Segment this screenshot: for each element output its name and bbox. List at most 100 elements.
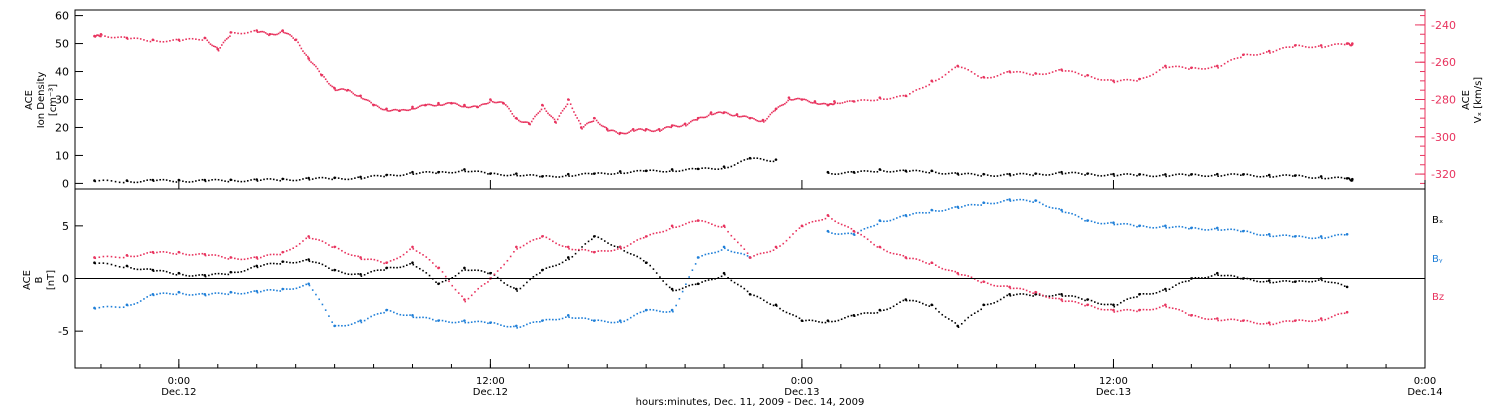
vx-marker bbox=[819, 103, 822, 105]
density-marker-point bbox=[748, 156, 752, 160]
bx-marker-point bbox=[930, 303, 934, 307]
vx-marker bbox=[1178, 65, 1180, 68]
x-tick-day-label: Dec.12 bbox=[473, 387, 508, 398]
density-marker-point bbox=[281, 177, 284, 181]
bz-marker bbox=[730, 234, 733, 237]
vx-marker bbox=[814, 102, 817, 104]
bz-marker bbox=[603, 250, 606, 252]
by-marker bbox=[493, 322, 496, 324]
bx-marker bbox=[967, 316, 970, 319]
vx-marker bbox=[422, 104, 424, 106]
vx-marker bbox=[1321, 46, 1323, 49]
vx-marker bbox=[524, 121, 527, 123]
vx-marker bbox=[1253, 54, 1255, 56]
bz-marker bbox=[762, 252, 765, 254]
bx-marker-point bbox=[385, 266, 388, 270]
bx-marker bbox=[341, 271, 343, 274]
bz-marker bbox=[422, 254, 424, 256]
density-marker bbox=[1349, 178, 1351, 181]
by-marker bbox=[996, 202, 999, 204]
bx-marker bbox=[448, 278, 450, 281]
density-marker bbox=[1171, 174, 1174, 177]
vx-marker bbox=[547, 112, 549, 115]
vx-marker bbox=[714, 112, 716, 115]
vx-marker bbox=[1068, 70, 1070, 72]
bz-marker bbox=[130, 255, 132, 258]
bz-marker bbox=[1071, 300, 1073, 303]
by-marker bbox=[1207, 229, 1210, 231]
vx-marker-point bbox=[1241, 53, 1245, 57]
bz-marker bbox=[1132, 309, 1135, 312]
vx-marker bbox=[756, 119, 759, 122]
bx-marker bbox=[805, 319, 807, 322]
by-marker bbox=[659, 310, 661, 313]
bz-marker bbox=[487, 281, 489, 283]
by-marker bbox=[389, 310, 392, 312]
vx-marker bbox=[100, 35, 102, 38]
vx-marker bbox=[582, 126, 585, 128]
bz-marker bbox=[1236, 319, 1239, 321]
density-marker bbox=[539, 175, 541, 178]
by-marker bbox=[195, 293, 197, 296]
vx-marker bbox=[1217, 67, 1219, 69]
density-marker-point bbox=[644, 169, 648, 173]
vx-marker bbox=[198, 38, 200, 41]
by-marker bbox=[1334, 234, 1336, 237]
by-marker bbox=[555, 318, 557, 321]
vx-marker bbox=[918, 87, 921, 90]
vx-marker bbox=[717, 111, 720, 114]
density-marker bbox=[883, 170, 885, 172]
bz-marker bbox=[1233, 318, 1236, 321]
vx-marker bbox=[649, 129, 651, 132]
by-marker-point bbox=[1060, 208, 1063, 212]
vx-marker-point bbox=[541, 103, 544, 107]
vx-marker bbox=[784, 102, 786, 105]
density-marker bbox=[603, 172, 606, 175]
by-marker-point bbox=[618, 319, 622, 322]
by-marker bbox=[516, 327, 518, 329]
density-marker bbox=[1272, 176, 1275, 178]
bx-marker bbox=[636, 255, 639, 258]
bx-marker bbox=[331, 269, 333, 272]
bz-marker bbox=[685, 222, 687, 225]
bx-marker bbox=[357, 273, 359, 275]
density-marker bbox=[977, 174, 979, 177]
by-marker bbox=[363, 319, 366, 322]
by-marker bbox=[1217, 229, 1219, 231]
bx-marker bbox=[659, 276, 661, 278]
vx-marker bbox=[944, 73, 947, 76]
bx-marker-point bbox=[333, 268, 336, 272]
vx-marker bbox=[607, 130, 609, 132]
by-marker bbox=[691, 269, 694, 272]
vx-marker-point bbox=[904, 94, 908, 98]
density-marker bbox=[1301, 175, 1304, 177]
bottom-left-tick-label: 5 bbox=[62, 220, 69, 233]
vx-marker bbox=[633, 130, 635, 132]
vx-marker bbox=[1149, 75, 1151, 77]
density-marker-point bbox=[333, 176, 336, 180]
bx-marker bbox=[102, 262, 105, 264]
bz-marker bbox=[1201, 317, 1203, 319]
bz-marker bbox=[106, 255, 109, 258]
density-marker bbox=[204, 180, 207, 183]
vx-marker bbox=[788, 98, 791, 101]
density-marker bbox=[746, 158, 749, 160]
bx-marker bbox=[240, 271, 243, 273]
vx-marker bbox=[550, 115, 553, 118]
vx-marker-point bbox=[813, 100, 817, 103]
vx-marker bbox=[754, 119, 757, 121]
density-marker bbox=[444, 171, 447, 174]
bz-marker bbox=[259, 256, 262, 259]
by-marker bbox=[367, 317, 369, 320]
density-marker bbox=[870, 170, 872, 173]
by-marker bbox=[172, 293, 174, 296]
vx-marker bbox=[792, 99, 794, 101]
bz-marker bbox=[568, 248, 570, 250]
density-marker-point bbox=[852, 170, 856, 174]
bz-marker-point bbox=[177, 250, 181, 254]
vx-marker bbox=[1278, 48, 1281, 50]
vx-marker bbox=[639, 128, 642, 130]
density-marker bbox=[162, 178, 165, 181]
by-marker bbox=[315, 293, 317, 296]
vx-marker bbox=[256, 31, 259, 34]
